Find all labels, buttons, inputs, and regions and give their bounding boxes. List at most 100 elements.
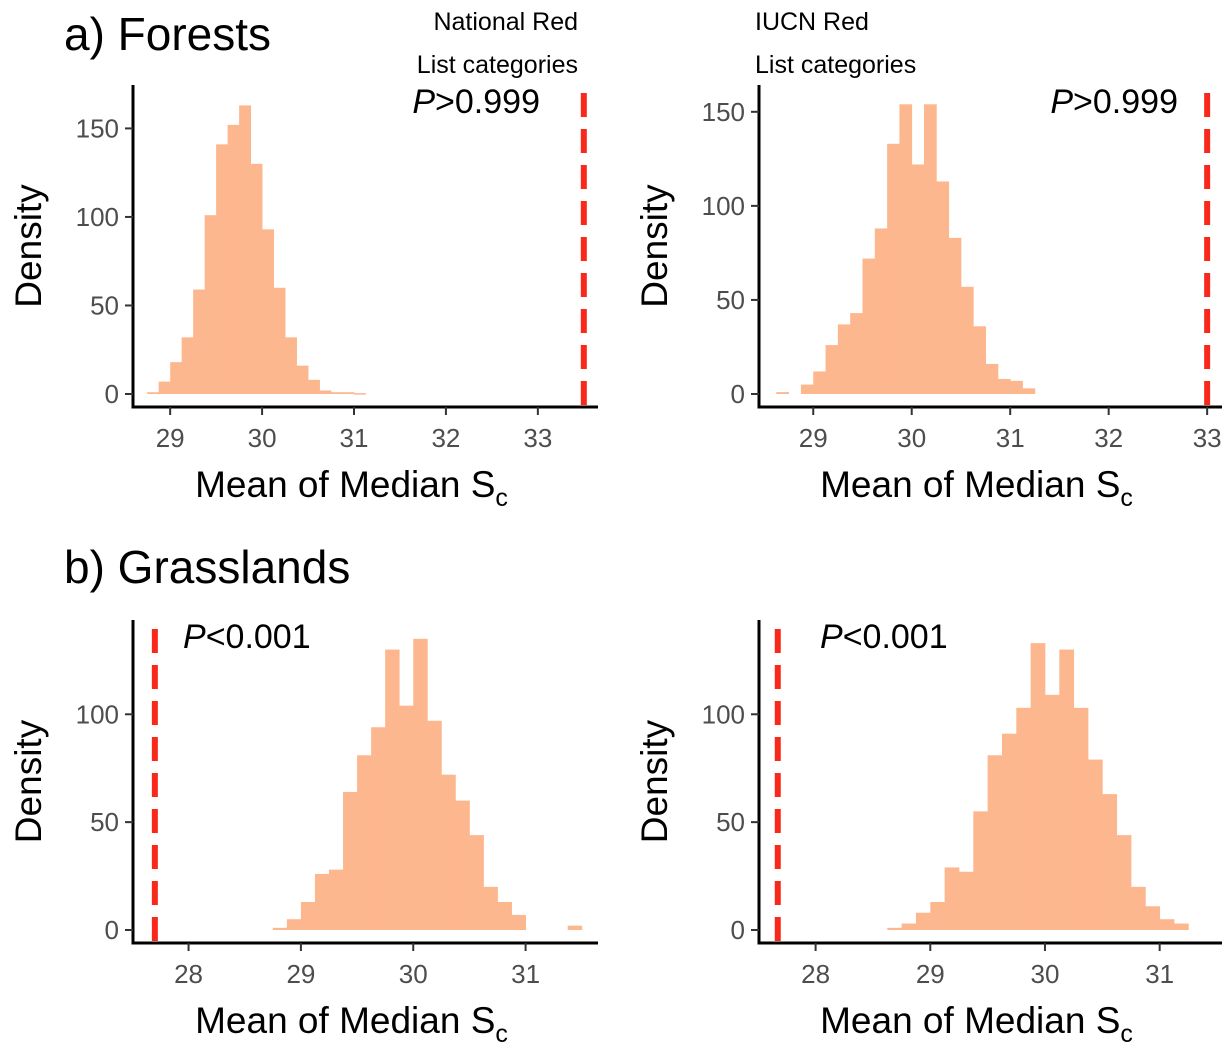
x-tick-label: 29 bbox=[286, 959, 315, 989]
column-title-line-1: National Red bbox=[433, 8, 578, 36]
x-tick-label: 33 bbox=[1193, 423, 1222, 453]
y-axis-title: Density bbox=[634, 184, 675, 308]
p-value-symbol: P bbox=[1050, 83, 1073, 121]
histogram-bar-17 bbox=[1116, 835, 1132, 930]
y-tick-label: 50 bbox=[716, 285, 745, 315]
histogram-bar-4 bbox=[314, 873, 330, 930]
histogram-bar-5 bbox=[328, 869, 344, 930]
histogram-bar-1 bbox=[147, 392, 160, 394]
histogram-bar-18 bbox=[1130, 886, 1146, 930]
histogram-bar-4 bbox=[837, 324, 851, 394]
x-tick-label: 32 bbox=[1094, 423, 1123, 453]
histogram-bar-6 bbox=[862, 258, 876, 394]
histogram-bar-10 bbox=[399, 705, 414, 930]
p-value-annotation: P>0.999 bbox=[412, 83, 540, 121]
x-tick-label: 29 bbox=[156, 423, 185, 453]
chart-panel-1: 0 50 100 150 29 30 31 32 33 Mean of Median Sc Dens… bbox=[8, 8, 598, 512]
histogram-bar-7 bbox=[973, 811, 989, 930]
histogram-bar-6 bbox=[958, 871, 974, 930]
x-axis-title: Mean of Median Sc bbox=[820, 1000, 1133, 1043]
histogram-bar-19 bbox=[1145, 906, 1161, 930]
x-tick-label: 33 bbox=[523, 423, 552, 453]
y-tick-label: 0 bbox=[731, 379, 745, 409]
y-axis-title: Density bbox=[8, 719, 49, 843]
histogram-bar-18 bbox=[342, 392, 355, 394]
column-title-line-2: List categories bbox=[417, 51, 578, 79]
x-tick-label: 28 bbox=[174, 959, 203, 989]
histogram-bar-17 bbox=[331, 392, 343, 394]
histogram-bar-10 bbox=[1016, 707, 1032, 930]
x-axis-title-subscript: c bbox=[495, 484, 508, 512]
histogram-bar-19 bbox=[354, 393, 366, 395]
y-tick-label: 50 bbox=[90, 290, 119, 320]
histogram-bar-7 bbox=[874, 228, 888, 394]
y-tick-label: 0 bbox=[731, 915, 745, 945]
histogram-bar-10 bbox=[250, 163, 263, 394]
histogram-bar-14 bbox=[960, 286, 974, 394]
p-value-text: <0.001 bbox=[206, 618, 311, 656]
histogram-bar-13 bbox=[441, 774, 456, 930]
y-tick-label: 150 bbox=[702, 97, 745, 127]
histogram-bar-9 bbox=[385, 649, 400, 930]
x-axis-title: Mean of Median Sc bbox=[195, 464, 508, 512]
histogram-bar-8 bbox=[987, 755, 1003, 930]
section-title-forests: a) Forests bbox=[64, 8, 271, 60]
x-tick-label: 30 bbox=[1031, 959, 1060, 989]
histogram-bar-4 bbox=[181, 337, 194, 394]
histogram-bar-16 bbox=[319, 390, 332, 394]
histogram-bar-1 bbox=[272, 927, 288, 930]
histogram-bar-3 bbox=[170, 362, 183, 394]
histogram-bar-12 bbox=[936, 181, 950, 394]
p-value-symbol: P bbox=[412, 83, 435, 121]
y-tick-label: 0 bbox=[105, 379, 119, 409]
histogram-bar-3 bbox=[915, 912, 931, 930]
y-tick-label: 50 bbox=[90, 807, 119, 837]
x-tick-label: 31 bbox=[511, 959, 540, 989]
histogram-bar-15 bbox=[1087, 759, 1103, 930]
histogram-bar-20 bbox=[1159, 919, 1175, 930]
histogram-bar-12 bbox=[1044, 694, 1060, 930]
chart-panel-2: 0 50 100 150 29 30 31 32 33 Mean of Median Sc Dens… bbox=[634, 8, 1222, 512]
histogram-bar-6 bbox=[343, 791, 358, 930]
p-value-annotation: P<0.001 bbox=[820, 618, 948, 656]
x-tick-label: 28 bbox=[801, 959, 830, 989]
y-axis-title: Density bbox=[634, 719, 675, 843]
chart-panel-4: 0 50 100 28 29 30 31 Mean of Median Sc Density P<… bbox=[634, 618, 1222, 1043]
x-tick-label: 31 bbox=[340, 423, 369, 453]
column-title-line-2: List categories bbox=[755, 51, 916, 79]
histogram-bar-8 bbox=[887, 143, 900, 394]
histogram-bar-11 bbox=[262, 229, 274, 394]
histogram-bar-12 bbox=[273, 287, 286, 394]
histogram-bar-2 bbox=[813, 371, 826, 394]
p-value-text: >0.999 bbox=[435, 83, 540, 121]
histogram-bar-16 bbox=[483, 886, 498, 930]
histogram-bar-13 bbox=[1059, 649, 1075, 930]
histogram-bar-16 bbox=[985, 363, 999, 394]
histogram-bar-9 bbox=[1001, 733, 1017, 930]
y-axis-title: Density bbox=[8, 184, 49, 308]
histogram-bar-10 bbox=[911, 164, 925, 394]
histogram-bar-13 bbox=[285, 337, 297, 394]
histogram-bar-extra-1 bbox=[567, 925, 583, 930]
histogram-bar-8 bbox=[371, 727, 386, 930]
x-axis-title-main: Mean of Median S bbox=[820, 1000, 1120, 1041]
y-tick-label: 100 bbox=[76, 699, 119, 729]
histogram-bar-15 bbox=[469, 835, 484, 930]
histogram-bar-14 bbox=[296, 365, 309, 394]
histogram-bar-14 bbox=[455, 800, 470, 930]
x-axis-title-main: Mean of Median S bbox=[195, 1000, 495, 1041]
x-tick-label: 31 bbox=[1145, 959, 1174, 989]
y-tick-label: 100 bbox=[702, 699, 745, 729]
x-axis-title: Mean of Median Sc bbox=[820, 464, 1133, 512]
x-axis-title-main: Mean of Median S bbox=[195, 464, 495, 505]
y-tick-label: 0 bbox=[105, 915, 119, 945]
x-axis-title-main: Mean of Median S bbox=[820, 464, 1120, 505]
histogram-bar-1 bbox=[887, 927, 903, 930]
histogram-bar-15 bbox=[308, 379, 320, 394]
column-title-line-1: IUCN Red bbox=[755, 8, 869, 36]
y-tick-label: 100 bbox=[76, 202, 119, 232]
p-value-text: >0.999 bbox=[1073, 83, 1178, 121]
histogram-bar-17 bbox=[997, 378, 1011, 394]
histogram-bar-9 bbox=[899, 104, 913, 394]
